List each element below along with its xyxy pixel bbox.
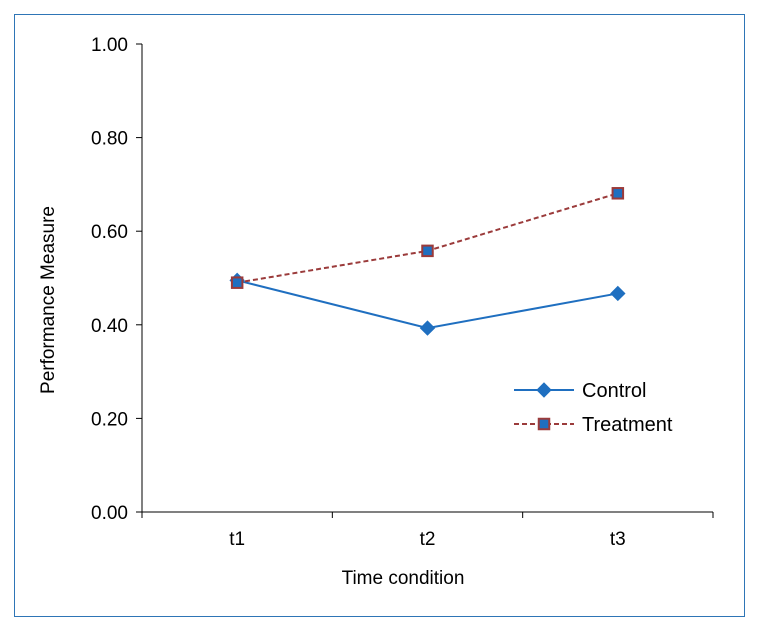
y-ticks: 0.00 0.20 0.40 0.60 0.80 1.00	[91, 35, 142, 524]
x-tick-label: t1	[229, 529, 245, 550]
y-tick-label: 0.80	[91, 129, 128, 150]
series-layer	[229, 187, 626, 336]
square-icon	[230, 276, 244, 289]
square-icon	[537, 417, 551, 431]
y-tick-label: 0.00	[91, 503, 128, 524]
diamond-icon	[610, 285, 626, 302]
x-axis-title: Time condition	[342, 568, 465, 589]
y-tick-label: 0.20	[91, 409, 128, 430]
x-tick-label: t3	[610, 529, 626, 550]
square-icon	[421, 244, 434, 258]
square-icon	[611, 187, 625, 200]
legend: Control Treatment	[514, 380, 673, 436]
x-ticks: t1 t2 t3	[141, 512, 714, 550]
legend-item: Control	[514, 380, 646, 402]
axes	[141, 44, 713, 513]
y-tick-label: 0.60	[91, 222, 128, 243]
series-line	[237, 192, 619, 284]
diamond-icon	[536, 382, 552, 398]
series-control	[229, 272, 626, 336]
legend-label: Control	[582, 380, 646, 402]
y-tick-label: 1.00	[91, 35, 128, 56]
y-tick-label: 0.40	[91, 316, 128, 337]
diamond-icon	[419, 320, 436, 336]
series-treatment	[230, 187, 625, 289]
legend-label: Treatment	[582, 414, 673, 436]
legend-item: Treatment	[514, 414, 673, 436]
x-tick-label: t2	[420, 529, 436, 550]
y-axis-title: Performance Measure	[38, 206, 59, 394]
